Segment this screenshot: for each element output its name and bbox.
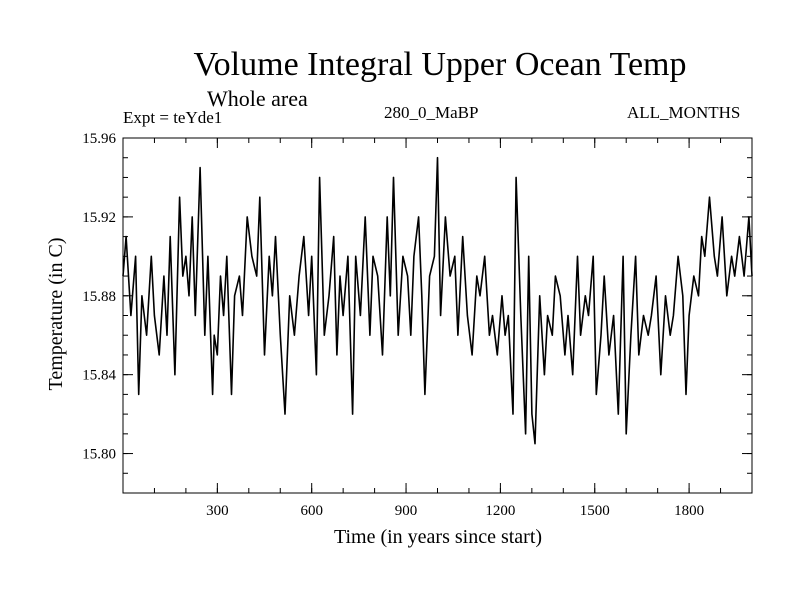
season-label: ALL_MONTHS <box>627 103 741 122</box>
y-tick-label: 15.84 <box>82 368 116 384</box>
x-tick-label: 600 <box>300 503 323 519</box>
chart-subtitle: Whole area <box>207 86 308 111</box>
y-tick-label: 15.96 <box>82 131 116 147</box>
y-tick-label: 15.80 <box>82 447 116 463</box>
chart-title: Volume Integral Upper Ocean Temp <box>193 46 687 83</box>
period-label: 280_0_MaBP <box>384 103 479 122</box>
y-axis-label: Temperature (in C) <box>45 238 67 391</box>
series-layer <box>122 156 753 445</box>
chart-axes: 300 600 900 1200 1500 1800 15.80 15.84 15.88 15.9… <box>82 131 753 519</box>
x-axis-label: Time (in years since start) <box>334 526 542 548</box>
x-tick-label: 900 <box>395 503 418 519</box>
x-tick-label: 1500 <box>580 503 610 519</box>
x-tick-label: 1200 <box>485 503 515 519</box>
x-tick-label: 1800 <box>674 503 704 519</box>
y-tick-label: 15.92 <box>82 210 116 226</box>
experiment-label: Expt = teYde1 <box>123 108 223 127</box>
x-tick-label: 300 <box>206 503 229 519</box>
y-tick-label: 15.88 <box>82 289 116 305</box>
series-line <box>122 156 753 445</box>
